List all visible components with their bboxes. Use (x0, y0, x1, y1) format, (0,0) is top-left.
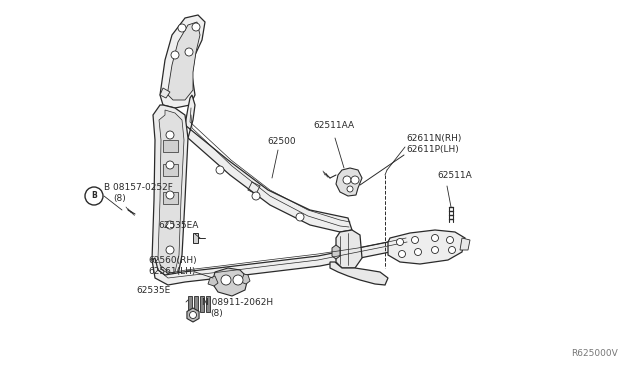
Polygon shape (163, 140, 178, 152)
Text: 62511A: 62511A (437, 171, 472, 180)
Polygon shape (200, 296, 204, 312)
Circle shape (185, 48, 193, 56)
Polygon shape (460, 238, 470, 250)
Text: N 08911-2062H: N 08911-2062H (202, 298, 273, 307)
Circle shape (178, 24, 186, 32)
Polygon shape (336, 230, 362, 268)
Circle shape (343, 176, 351, 184)
Polygon shape (212, 268, 248, 296)
Circle shape (399, 250, 406, 257)
Polygon shape (194, 296, 198, 312)
Polygon shape (163, 192, 178, 204)
Circle shape (166, 246, 174, 254)
Polygon shape (388, 230, 465, 264)
Polygon shape (330, 262, 388, 285)
Text: 62611N(RH): 62611N(RH) (406, 134, 461, 143)
Circle shape (347, 186, 353, 192)
Text: 62611P(LH): 62611P(LH) (406, 145, 459, 154)
Circle shape (221, 275, 231, 285)
Circle shape (431, 234, 438, 241)
Polygon shape (206, 296, 210, 312)
Polygon shape (160, 15, 205, 108)
Circle shape (85, 187, 103, 205)
Circle shape (216, 166, 224, 174)
Polygon shape (188, 296, 192, 312)
Circle shape (431, 247, 438, 253)
Circle shape (166, 161, 174, 169)
Circle shape (233, 275, 243, 285)
Polygon shape (160, 88, 170, 98)
Circle shape (296, 213, 304, 221)
Circle shape (166, 191, 174, 199)
Polygon shape (185, 95, 352, 232)
Polygon shape (332, 245, 340, 259)
Text: B 08157-0252F: B 08157-0252F (104, 183, 173, 192)
Circle shape (397, 238, 403, 246)
Polygon shape (158, 110, 184, 273)
Circle shape (166, 221, 174, 229)
Polygon shape (168, 22, 200, 100)
Text: B: B (91, 192, 97, 201)
Circle shape (189, 311, 196, 318)
Circle shape (415, 248, 422, 256)
Text: R625000V: R625000V (572, 349, 618, 358)
Circle shape (192, 23, 200, 31)
Text: (8): (8) (113, 194, 125, 203)
Polygon shape (163, 164, 178, 176)
Polygon shape (241, 274, 250, 284)
Circle shape (171, 51, 179, 59)
Text: 62560(RH): 62560(RH) (148, 256, 196, 265)
Text: 62535E: 62535E (136, 286, 170, 295)
Polygon shape (152, 105, 188, 278)
Circle shape (252, 192, 260, 200)
Polygon shape (152, 238, 410, 285)
Circle shape (447, 237, 454, 244)
Text: 62500: 62500 (267, 137, 296, 146)
Circle shape (166, 131, 174, 139)
Polygon shape (193, 233, 198, 243)
Text: 62535EA: 62535EA (158, 221, 198, 230)
Text: (8): (8) (210, 309, 223, 318)
Circle shape (351, 176, 359, 184)
Text: 62511AA: 62511AA (313, 121, 354, 130)
Circle shape (412, 237, 419, 244)
Polygon shape (187, 308, 199, 322)
Text: 62561(LH): 62561(LH) (148, 267, 195, 276)
Circle shape (449, 247, 456, 253)
Polygon shape (208, 276, 218, 286)
Polygon shape (336, 168, 362, 196)
